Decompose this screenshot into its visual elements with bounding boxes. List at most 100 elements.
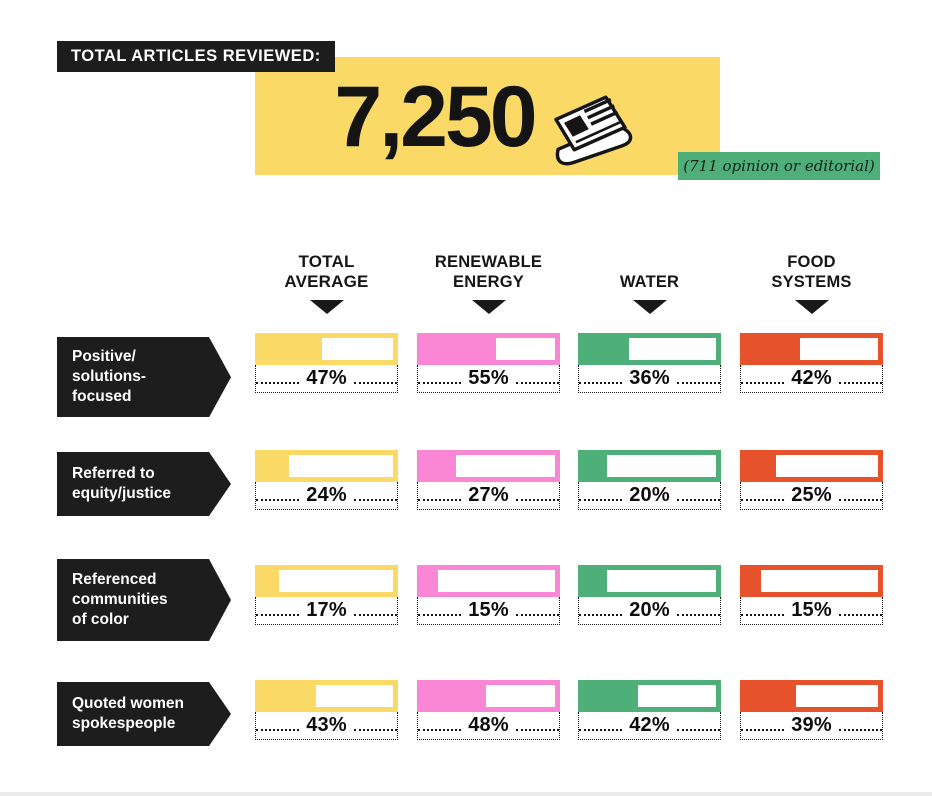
- bar-cell: 39%: [740, 680, 883, 740]
- dotted-leader: [676, 499, 721, 501]
- column-header-label: TOTAL AVERAGE: [284, 251, 369, 291]
- opinion-editorial-badge: (711 opinion or editorial): [678, 152, 880, 180]
- dotted-leader: [838, 499, 883, 501]
- percent-label: 17%: [306, 599, 347, 621]
- dotted-leader: [676, 614, 721, 616]
- dotted-leader: [579, 614, 623, 616]
- dotted-leader: [838, 382, 883, 384]
- percent-box: 48%: [417, 712, 560, 740]
- percent-label: 20%: [629, 599, 670, 621]
- bar-cell: 20%: [578, 565, 721, 625]
- bar-remainder: [761, 570, 878, 592]
- column-header-label: RENEWABLE ENERGY: [434, 253, 543, 291]
- dotted-leader: [353, 499, 398, 501]
- bar-cell: 25%: [740, 450, 883, 510]
- dotted-leader: [741, 614, 785, 616]
- dotted-leader: [256, 614, 300, 616]
- dotted-leader: [353, 382, 398, 384]
- percent-label: 24%: [306, 484, 347, 506]
- bar: [417, 450, 560, 482]
- bar-cell: 17%: [255, 565, 398, 625]
- percent-label: 39%: [791, 714, 832, 736]
- bar-remainder: [629, 338, 716, 360]
- dotted-leader: [579, 729, 623, 731]
- percent-label: 48%: [468, 714, 509, 736]
- bar: [578, 565, 721, 597]
- column-header-water: WATER: [578, 250, 721, 314]
- bar: [255, 680, 398, 712]
- percent-box: 27%: [417, 482, 560, 510]
- percent-box: 47%: [255, 365, 398, 393]
- bar: [255, 450, 398, 482]
- bar-remainder: [795, 685, 878, 707]
- row-label-positive-solutions: Positive/ solutions-focused: [57, 337, 231, 417]
- percent-label: 27%: [468, 484, 509, 506]
- bar-cell: 47%: [255, 333, 398, 393]
- newspaper-icon: [553, 95, 632, 166]
- dotted-leader: [579, 382, 623, 384]
- bar: [578, 450, 721, 482]
- column-header-food-systems: FOOD SYSTEMS: [740, 250, 883, 314]
- dotted-leader: [676, 729, 721, 731]
- bar-remainder: [638, 685, 716, 707]
- dotted-leader: [579, 499, 623, 501]
- bar-remainder: [316, 685, 393, 707]
- percent-box: 42%: [740, 365, 883, 393]
- percent-box: 36%: [578, 365, 721, 393]
- bar-remainder: [485, 685, 555, 707]
- percent-label: 42%: [629, 714, 670, 736]
- percent-label: 42%: [791, 367, 832, 389]
- row-label-quoted-women: Quoted women spokespeople: [57, 682, 231, 746]
- dotted-leader: [256, 729, 300, 731]
- bar-cell: 42%: [578, 680, 721, 740]
- dotted-leader: [515, 382, 560, 384]
- percent-box: 25%: [740, 482, 883, 510]
- dotted-leader: [741, 382, 785, 384]
- dotted-leader: [418, 729, 462, 731]
- bar-cell: 15%: [740, 565, 883, 625]
- bar-remainder: [606, 455, 716, 477]
- dotted-leader: [256, 382, 300, 384]
- percent-label: 20%: [629, 484, 670, 506]
- dotted-leader: [838, 614, 883, 616]
- bar-cell: 24%: [255, 450, 398, 510]
- dotted-leader: [418, 382, 462, 384]
- percent-box: 55%: [417, 365, 560, 393]
- bar-remainder: [800, 338, 878, 360]
- bar-cell: 27%: [417, 450, 560, 510]
- percent-box: 15%: [417, 597, 560, 625]
- arrow-down-icon: [309, 300, 344, 314]
- percent-label: 55%: [468, 367, 509, 389]
- bar-cell: 43%: [255, 680, 398, 740]
- dotted-leader: [838, 729, 883, 731]
- percent-label: 47%: [306, 367, 347, 389]
- bar-cell: 20%: [578, 450, 721, 510]
- bar: [255, 565, 398, 597]
- bottom-divider: [0, 792, 932, 796]
- row-label-communities-of-color: Referenced communities of color: [57, 559, 231, 641]
- bar-remainder: [775, 455, 878, 477]
- dotted-leader: [418, 614, 462, 616]
- bar-remainder: [455, 455, 555, 477]
- dotted-leader: [676, 382, 721, 384]
- percent-box: 42%: [578, 712, 721, 740]
- percent-label: 36%: [629, 367, 670, 389]
- percent-label: 15%: [791, 599, 832, 621]
- bar-remainder: [606, 570, 716, 592]
- bar: [740, 680, 883, 712]
- dotted-leader: [418, 499, 462, 501]
- dotted-leader: [353, 729, 398, 731]
- row-label-equity-justice: Referred to equity/justice: [57, 452, 231, 516]
- column-header-label: FOOD SYSTEMS: [771, 253, 852, 291]
- total-articles-box: 7,250: [255, 57, 720, 175]
- dotted-leader: [515, 729, 560, 731]
- bar-remainder: [495, 338, 555, 360]
- percent-box: 15%: [740, 597, 883, 625]
- bar: [578, 680, 721, 712]
- bar: [740, 333, 883, 365]
- percent-label: 25%: [791, 484, 832, 506]
- bar-remainder: [322, 338, 393, 360]
- percent-box: 20%: [578, 597, 721, 625]
- percent-label: 15%: [468, 599, 509, 621]
